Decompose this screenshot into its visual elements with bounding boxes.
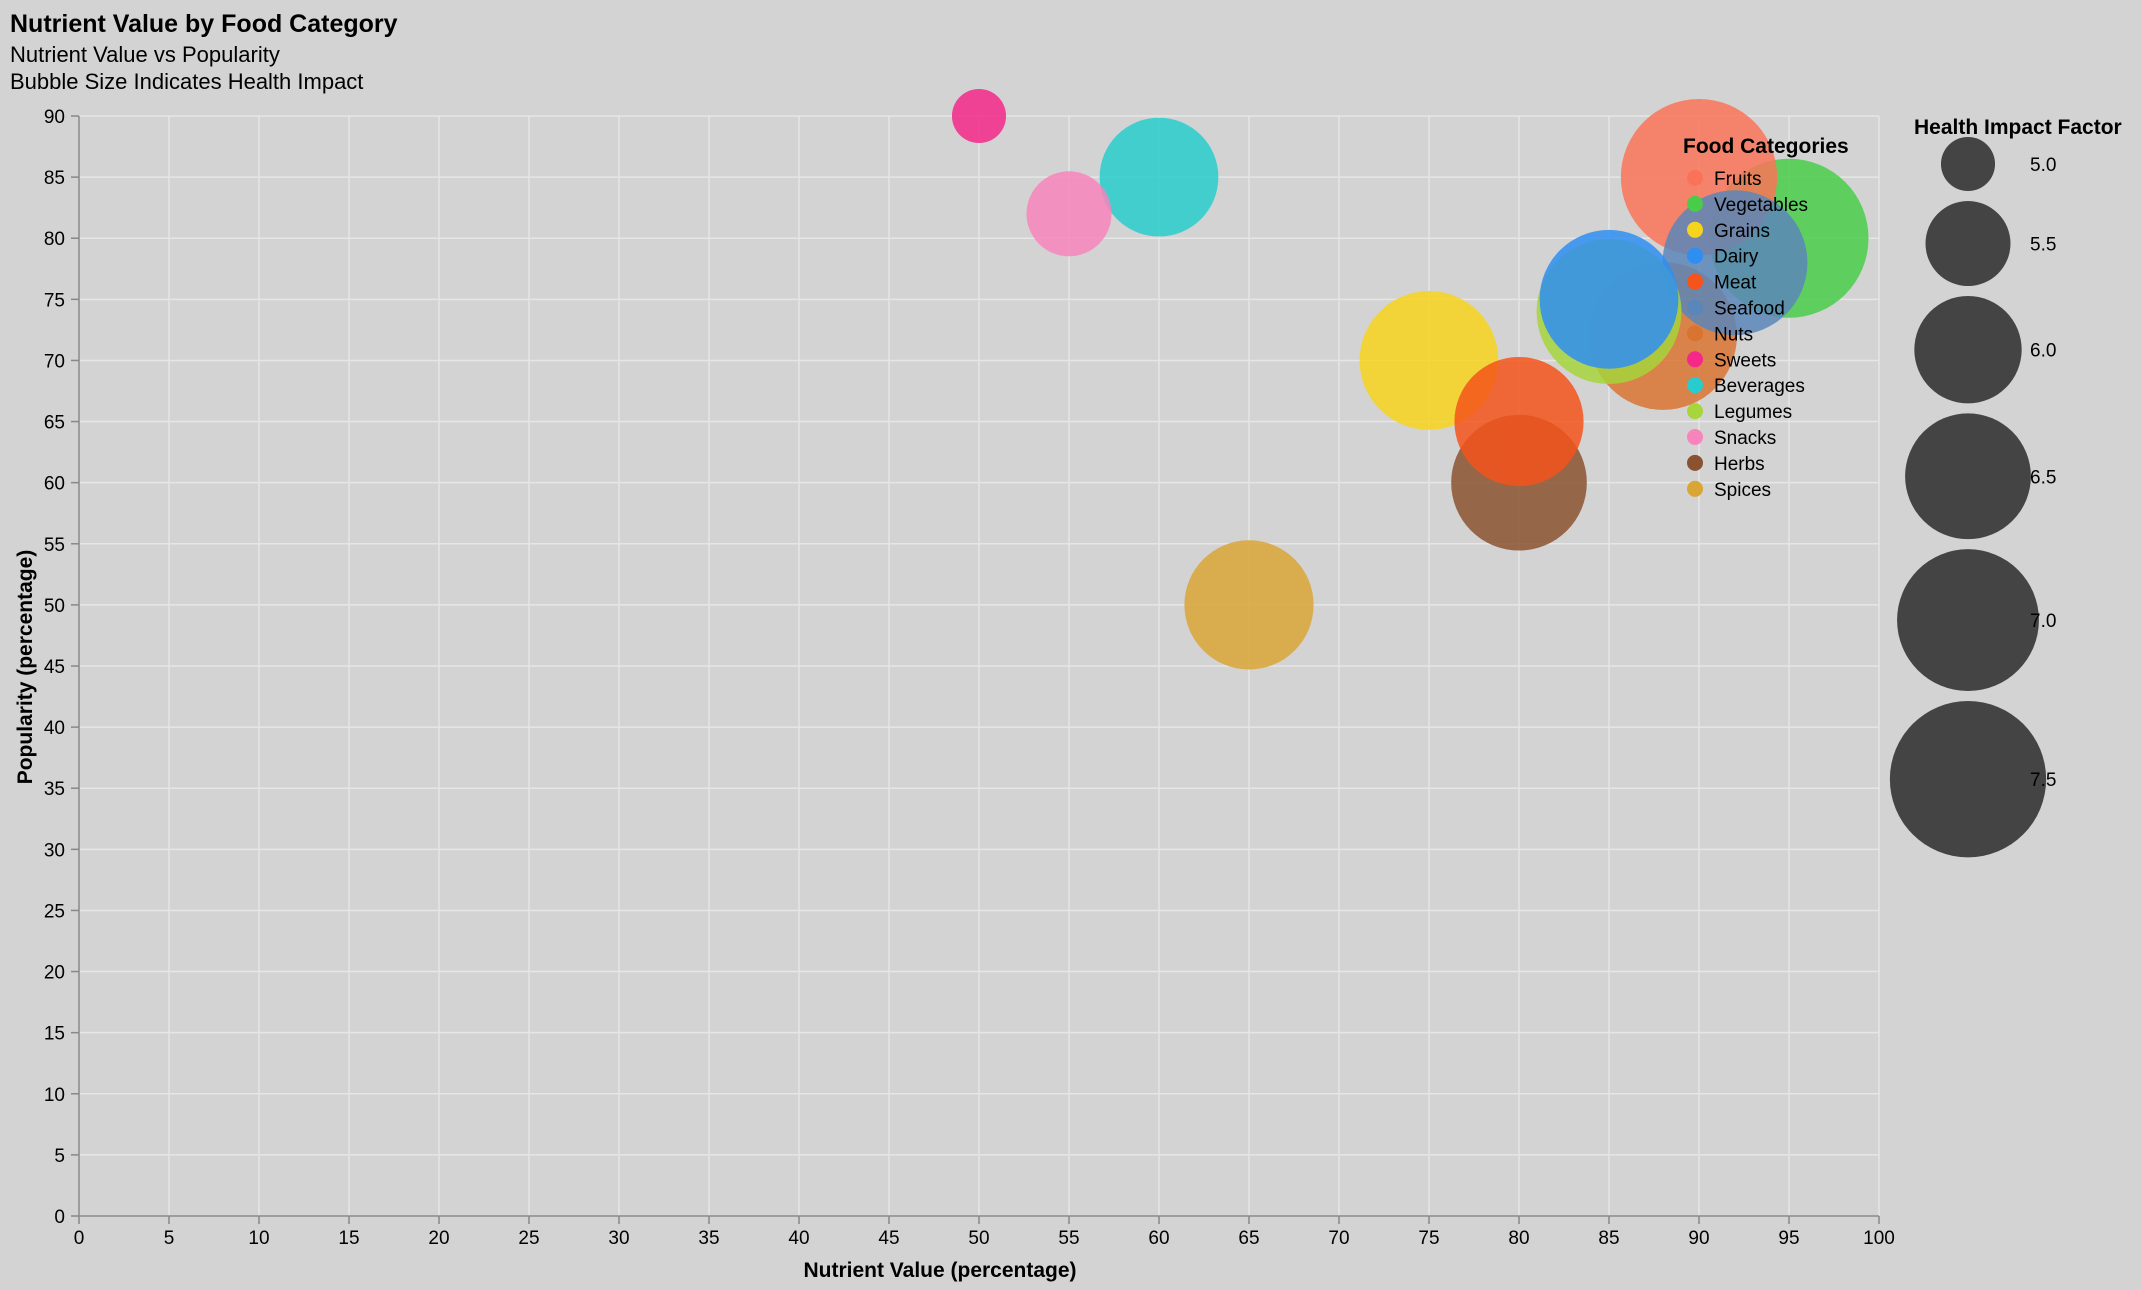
x-tick-label: 50 (968, 1228, 989, 1249)
y-tick-label: 10 (44, 1085, 65, 1106)
color-legend-symbol (1687, 221, 1703, 238)
color-legend-symbol (1687, 299, 1703, 316)
bubble-meat[interactable] (1454, 356, 1584, 487)
y-tick-label: 25 (44, 901, 65, 922)
x-tick-label: 35 (698, 1228, 719, 1249)
y-tick-label: 20 (44, 963, 65, 984)
chart-title: Nutrient Value by Food Category (10, 10, 398, 38)
color-legend-label: Dairy (1714, 247, 1759, 268)
y-tick-label: 35 (44, 779, 65, 800)
size-legend-title: Health Impact Factor (1914, 116, 2122, 139)
size-legend-label: 6.5 (2030, 467, 2056, 488)
x-tick-label: 85 (1598, 1228, 1619, 1249)
size-legend-label: 6.0 (2030, 341, 2056, 362)
color-legend-symbol (1687, 325, 1703, 342)
chart-subtitle-line-1: Nutrient Value vs Popularity (10, 42, 280, 67)
x-tick-label: 80 (1508, 1228, 1529, 1249)
y-tick-label: 85 (44, 168, 65, 189)
x-tick-label: 0 (74, 1228, 85, 1249)
size-legend: Health Impact Factor 5.0 5.5 6.0 6.5 7.0 7.5 (1889, 116, 2122, 858)
color-legend-label: Snacks (1714, 428, 1776, 449)
y-tick-label: 90 (44, 107, 65, 128)
x-tick-label: 10 (248, 1228, 269, 1249)
color-legend-label: Seafood (1714, 299, 1785, 320)
color-legend-label: Fruits (1714, 169, 1762, 190)
color-legend-label: Legumes (1714, 402, 1792, 423)
x-tick-label: 25 (518, 1228, 539, 1249)
axes: 0 5 10 15 20 25 30 35 40 45 50 55 60 65 70 75 80 85 90 95 10… (44, 107, 1895, 1249)
y-tick-label: 70 (44, 351, 65, 372)
bubbles (951, 88, 1869, 670)
y-tick-label: 65 (44, 413, 65, 434)
color-legend-title: Food Categories (1683, 135, 1849, 158)
color-legend-symbol (1687, 351, 1703, 368)
y-tick-label: 15 (44, 1024, 65, 1045)
color-legend-symbol (1687, 403, 1703, 420)
x-tick-label: 90 (1688, 1228, 1709, 1249)
x-tick-label: 30 (608, 1228, 629, 1249)
x-tick-label: 60 (1148, 1228, 1169, 1249)
y-tick-label: 0 (54, 1207, 65, 1228)
bubble-dairy[interactable] (1539, 229, 1679, 369)
color-legend-label: Grains (1714, 221, 1770, 242)
x-tick-label: 40 (788, 1228, 809, 1249)
x-tick-label: 5 (164, 1228, 175, 1249)
bubble-sweets[interactable] (951, 88, 1007, 144)
y-tick-label: 80 (44, 229, 65, 250)
color-legend-label: Vegetables (1714, 195, 1808, 216)
bubble-spices[interactable] (1184, 540, 1314, 670)
y-tick-label: 45 (44, 657, 65, 678)
x-tick-label: 65 (1238, 1228, 1259, 1249)
color-legend-symbol (1687, 273, 1703, 290)
y-tick-label: 60 (44, 474, 65, 495)
size-legend-symbol (1925, 201, 2011, 287)
color-legend-label: Herbs (1714, 454, 1765, 475)
color-legend-label: Meat (1714, 273, 1757, 294)
size-legend-symbol (1889, 701, 2047, 858)
color-legend-symbol (1687, 480, 1703, 497)
chart-subtitle-line-2: Bubble Size Indicates Health Impact (10, 69, 363, 94)
size-legend-symbol (1940, 136, 1996, 192)
color-legend-symbol (1687, 429, 1703, 445)
y-tick-label: 30 (44, 840, 65, 861)
y-tick-label: 5 (54, 1146, 65, 1167)
size-legend-label: 7.0 (2030, 611, 2056, 632)
color-legend-symbol (1687, 454, 1703, 471)
x-tick-label: 70 (1328, 1228, 1349, 1249)
color-legend-label: Spices (1714, 480, 1771, 501)
size-legend-symbol (1905, 413, 2031, 540)
x-tick-label: 55 (1058, 1228, 1079, 1249)
size-legend-label: 5.5 (2030, 235, 2056, 256)
x-axis-title: Nutrient Value (percentage) (803, 1259, 1076, 1282)
x-tick-label: 20 (428, 1228, 449, 1249)
y-tick-label: 40 (44, 718, 65, 739)
y-tick-label: 75 (44, 290, 65, 311)
color-legend-symbol (1687, 247, 1703, 264)
size-legend-label: 5.0 (2030, 155, 2056, 176)
size-legend-symbol (1897, 549, 2039, 692)
color-legend: Food Categories Fruits Vegetables Grains Da… (1683, 135, 1849, 501)
color-legend-symbol (1687, 195, 1703, 212)
color-legend-label: Beverages (1714, 376, 1805, 397)
size-legend-symbol (1914, 296, 2022, 404)
x-tick-label: 95 (1778, 1228, 1799, 1249)
y-tick-label: 50 (44, 596, 65, 617)
y-axis-title: Popularity (percentage) (14, 550, 37, 785)
chart-titles: Nutrient Value by Food Category Nutrient… (10, 10, 398, 94)
bubble-snacks[interactable] (1026, 171, 1112, 257)
color-legend-label: Nuts (1714, 324, 1753, 345)
x-tick-label: 15 (338, 1228, 359, 1249)
color-legend-label: Sweets (1714, 350, 1776, 371)
bubble-beverages[interactable] (1099, 117, 1219, 237)
size-legend-label: 7.5 (2030, 770, 2056, 791)
x-tick-label: 100 (1863, 1228, 1895, 1249)
x-tick-label: 75 (1418, 1228, 1439, 1249)
color-legend-symbol (1687, 170, 1703, 186)
y-tick-label: 55 (44, 535, 65, 556)
color-legend-symbol (1687, 377, 1703, 394)
x-tick-label: 45 (878, 1228, 899, 1249)
